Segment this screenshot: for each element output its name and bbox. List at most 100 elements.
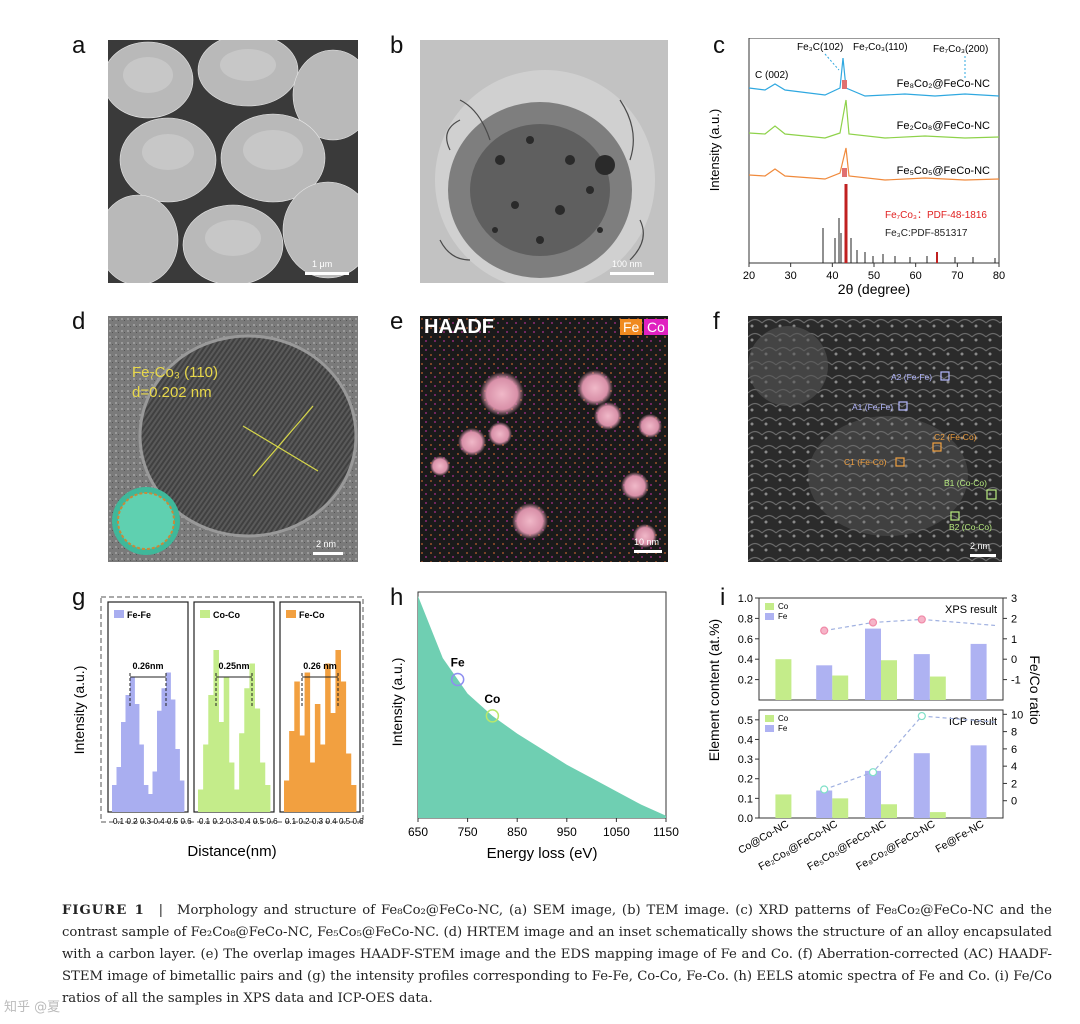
figure-caption: FIGURE 1 | Morphology and structure of F… — [62, 900, 1052, 1010]
pair-label-c1: C1 (Fe-Co) — [844, 457, 887, 467]
h-xlabel: Energy loss (eV) — [487, 845, 598, 862]
xrd-annot-leader — [824, 53, 840, 71]
eels-chart: Intensity (a.u.) Energy loss (eV) 650 750… — [389, 591, 679, 862]
haadf-texture — [420, 316, 668, 562]
xrd-xtick-label: 60 — [910, 270, 922, 282]
i-y2tick-label: 2 — [1011, 613, 1017, 625]
i-content-bar — [929, 812, 946, 818]
g-legend-label: Fe-Fe — [127, 610, 151, 620]
i-ytick-label: 0.3 — [738, 754, 753, 766]
eels-edge-label: Co — [484, 692, 500, 706]
i-ratio-point — [820, 626, 829, 635]
hrtem-label-plane: Fe₇Co₃ (110) — [132, 364, 219, 381]
g-profile-bar — [148, 794, 153, 812]
g-xtick-label: 0.6 — [267, 817, 279, 826]
xrd-peak-marker — [842, 168, 847, 177]
i-ytick-label: 0.4 — [738, 654, 753, 666]
g-xtick-label: 0.5 — [339, 817, 351, 826]
xrd-ref-1-label: Fe₇Co₃：PDF-48-1816 — [885, 210, 987, 221]
i-subplot-title: ICP result — [949, 716, 997, 728]
g-xtick-label: 0.5 — [167, 817, 179, 826]
i-ytick-label: 0.2 — [738, 675, 753, 687]
i-y2tick-label: 1 — [1011, 634, 1017, 646]
i-content-bar — [865, 770, 881, 818]
g-profile-bar — [294, 681, 300, 812]
g-profile-bar — [254, 708, 261, 812]
g-profile-bar — [130, 677, 135, 812]
ratio-chart: Element content (at.%) Fe/Co ratio 0.2 0.… — [706, 593, 1043, 873]
g-xtick-label: 0.1 — [199, 817, 211, 826]
scale-bar — [313, 552, 343, 555]
i-ratio-point — [868, 768, 878, 777]
scale-label: 2 nm — [970, 541, 991, 551]
i-content-bar — [970, 745, 987, 818]
i-content-bar — [913, 753, 930, 818]
i-content-bar — [832, 798, 849, 818]
panel-letter-d: d — [72, 308, 86, 335]
i-legend-swatch — [765, 715, 774, 722]
xrd-series-2-label: Fe₂Co₈@FeCo-NC — [897, 120, 990, 132]
i-y2tick-label: 8 — [1011, 727, 1017, 739]
g-xtick-label: 0.1 — [285, 817, 297, 826]
i-y2tick-label: 4 — [1011, 761, 1017, 773]
xrd-xtick-label: 70 — [951, 270, 963, 282]
i-content-bar — [775, 659, 792, 700]
scale-bar — [634, 550, 662, 553]
g-profile-bar — [112, 785, 117, 812]
g-profile-bar — [134, 704, 140, 812]
g-profile-bar — [350, 785, 357, 812]
i-content-bar — [816, 790, 833, 818]
scale-label: 100 nm — [612, 259, 643, 269]
xrd-chart: Intensity (a.u.) 20 30 40 50 60 70 80 2θ (degr… — [707, 38, 1005, 297]
xrd-series-1-line — [748, 57, 1000, 97]
i-content-bar — [865, 628, 881, 700]
hrtem-label-dspacing: d=0.202 nm — [132, 384, 212, 401]
i-content-bar — [881, 804, 897, 818]
g-profile-bar — [121, 722, 126, 812]
g-profile-bar — [179, 780, 185, 812]
g-profile-bar — [325, 663, 331, 812]
g-xtick-label: 0.4 — [326, 817, 338, 826]
scale-bar — [610, 272, 654, 275]
g-profile-bar — [259, 762, 266, 812]
g-profile-bar — [304, 672, 311, 812]
xrd-xtick-label: 40 — [826, 270, 838, 282]
g-profile-bar — [284, 780, 290, 812]
hrtem-texture — [108, 316, 358, 562]
h-xtick-label: 750 — [458, 825, 478, 839]
g-xtick-label: 0.3 — [226, 817, 238, 826]
panel-letter-f: f — [713, 308, 720, 335]
g-profile-bar — [244, 688, 250, 812]
g-xtick-label: 0.6 — [353, 817, 365, 826]
g-profile-bar — [335, 650, 341, 812]
i-category-label: Fe@Fe-NC — [933, 818, 986, 856]
i-ytick-label: 0.5 — [738, 715, 753, 727]
scale-label: 2 nm — [316, 539, 337, 549]
g-profile-bar — [234, 789, 240, 812]
g-profile-bar — [213, 650, 219, 812]
g-profile-bar — [143, 785, 149, 812]
g-profile-bar — [314, 704, 321, 812]
g-xlabel: Distance(nm) — [187, 843, 276, 860]
pair-label-a2: A2 (Fe-Fe) — [891, 372, 932, 382]
eels-area — [418, 596, 666, 818]
i-y2tick-label: 6 — [1011, 744, 1017, 756]
g-profile-bar — [157, 710, 162, 812]
g-profile-bar — [218, 722, 225, 812]
xrd-ylabel: Intensity (a.u.) — [707, 109, 722, 191]
i-legend-label: Fe — [778, 724, 788, 733]
xrd-xtick-label: 50 — [868, 270, 880, 282]
i-legend-label: Fe — [778, 612, 788, 621]
xrd-ref-2-label: Fe₃C:PDF-851317 — [885, 228, 968, 239]
hrtem-image: Fe₇Co₃ (110) d=0.202 nm 2 nm — [108, 316, 358, 562]
i-legend-swatch — [765, 603, 774, 610]
pair-label-a1: A1 (Fe-Fe) — [852, 402, 893, 412]
i-y2tick-label: -1 — [1011, 675, 1021, 687]
g-profile-bar — [198, 789, 204, 812]
g-profile-bar — [239, 733, 245, 812]
g-profile-bar — [289, 731, 295, 812]
legend-fe: Fe — [620, 319, 643, 335]
g-profile-bar — [116, 767, 122, 812]
caption-separator: | — [158, 903, 164, 918]
h-xtick-label: 650 — [408, 825, 428, 839]
